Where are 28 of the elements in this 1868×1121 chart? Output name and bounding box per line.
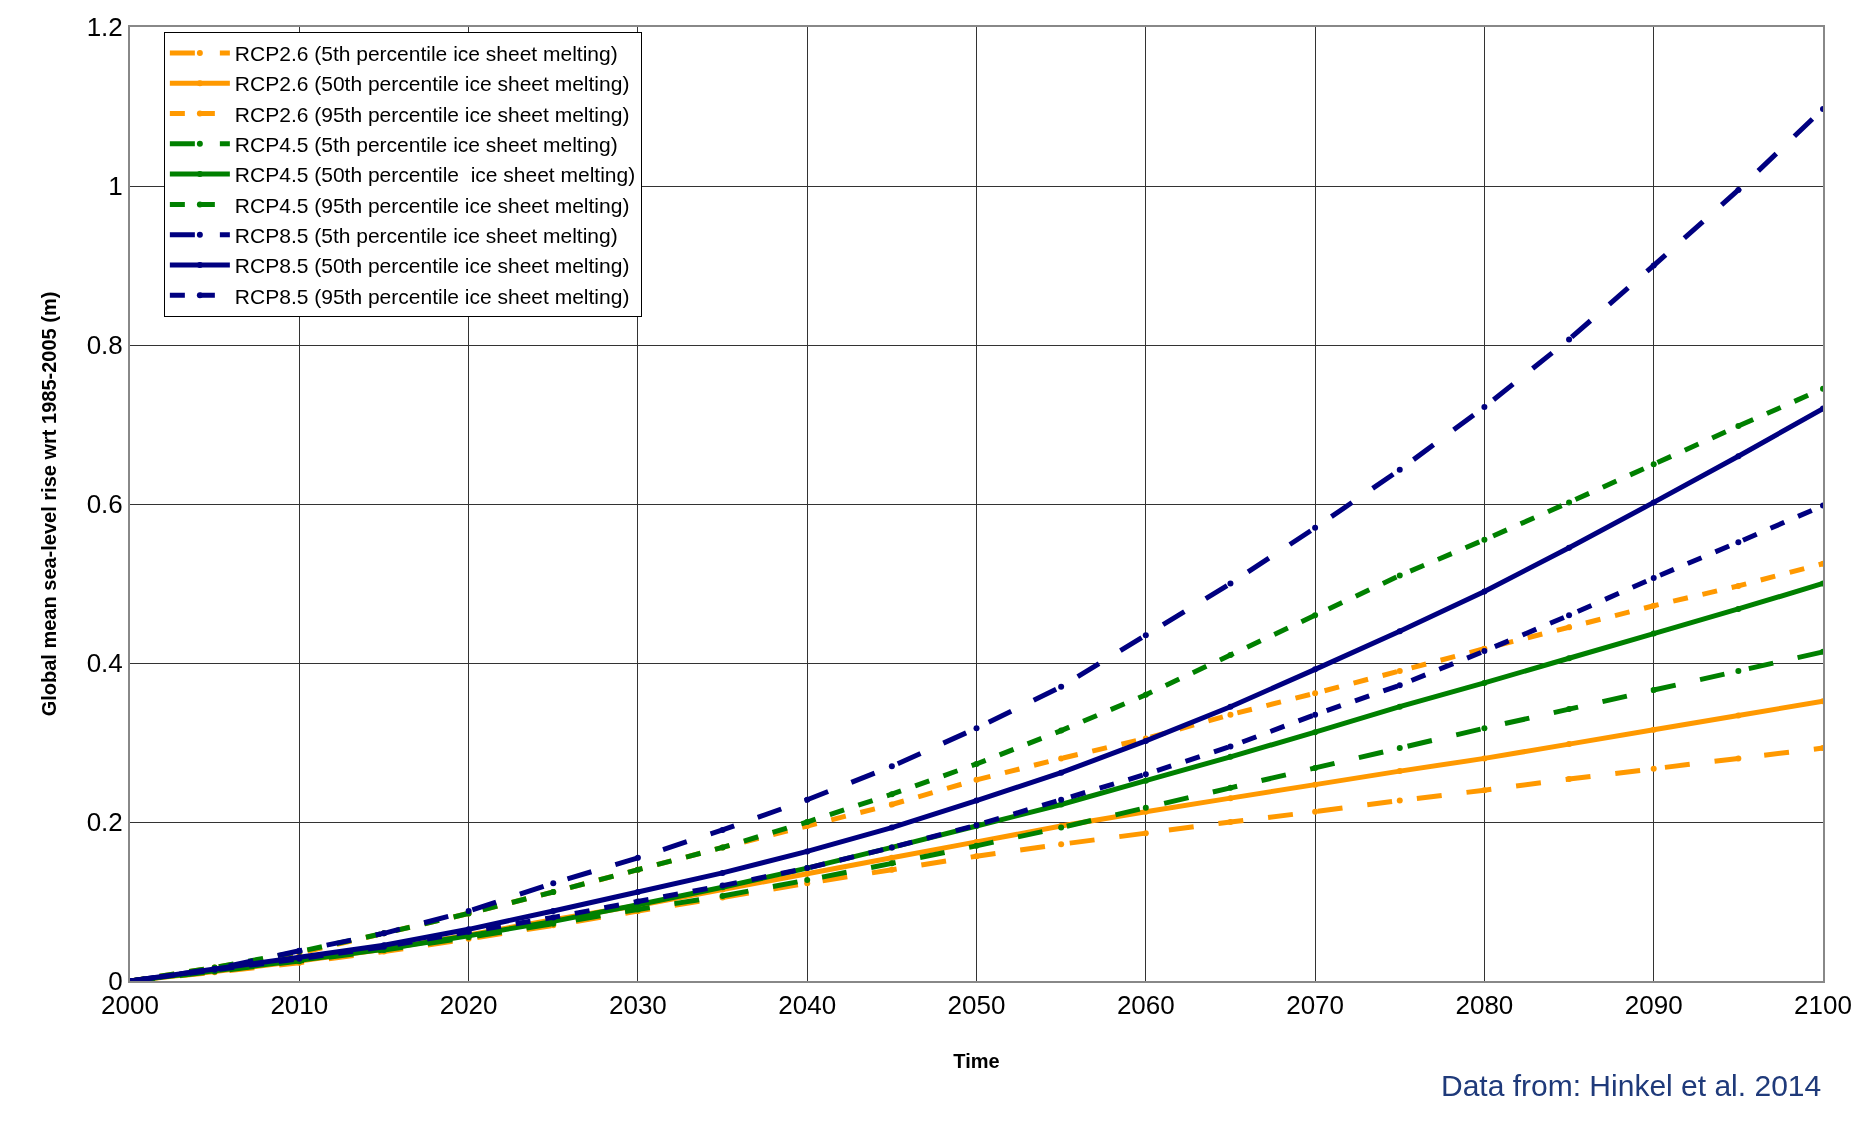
x-tick-label: 2060 bbox=[1116, 990, 1175, 1021]
legend-label: RCP4.5 (5th percentile ice sheet melting) bbox=[234, 133, 618, 157]
x-tick-label: 2100 bbox=[1794, 990, 1852, 1021]
legend-label: RCP2.6 (5th percentile ice sheet melting) bbox=[234, 42, 618, 66]
x-tick-label: 2070 bbox=[1286, 990, 1345, 1021]
legend-label: RCP2.6 (95th percentile ice sheet melting) bbox=[234, 102, 630, 126]
x-tick-label: 2080 bbox=[1455, 990, 1514, 1021]
x-tick-label: 2010 bbox=[270, 990, 329, 1021]
x-tick-label: 2040 bbox=[778, 990, 837, 1021]
y-tick-label: 0.6 bbox=[86, 489, 123, 520]
legend-label: RCP8.5 (50th percentile ice sheet melting) bbox=[234, 254, 630, 278]
x-tick-label: 2030 bbox=[608, 990, 667, 1021]
y-tick-label: 1 bbox=[108, 171, 123, 202]
legend-label: RCP4.5 (50th percentile ice sheet melting) bbox=[234, 163, 636, 187]
y-tick-label: 1.2 bbox=[86, 12, 123, 43]
legend-label: RCP2.6 (50th percentile ice sheet melting) bbox=[234, 72, 630, 96]
legend-label: RCP8.5 (5th percentile ice sheet melting) bbox=[234, 223, 618, 247]
x-axis-title: Time bbox=[953, 1050, 1000, 1073]
text: Data from: Hinkel et al. 2014 bbox=[1441, 1069, 1822, 1102]
y-axis-title: Global mean sea-level rise wrt 1985-2005 (m) bbox=[37, 291, 60, 717]
y-tick-label: 0.2 bbox=[86, 807, 123, 838]
x-tick-label: 2090 bbox=[1624, 990, 1683, 1021]
x-tick-label: 2020 bbox=[439, 990, 498, 1021]
legend-label: RCP8.5 (95th percentile ice sheet melting) bbox=[234, 284, 630, 308]
x-tick-label: 2050 bbox=[947, 990, 1006, 1021]
legend-label: RCP4.5 (95th percentile ice sheet melting) bbox=[234, 193, 630, 217]
y-tick-label: 0.8 bbox=[86, 330, 123, 361]
y-tick-label: 0.4 bbox=[86, 648, 123, 679]
